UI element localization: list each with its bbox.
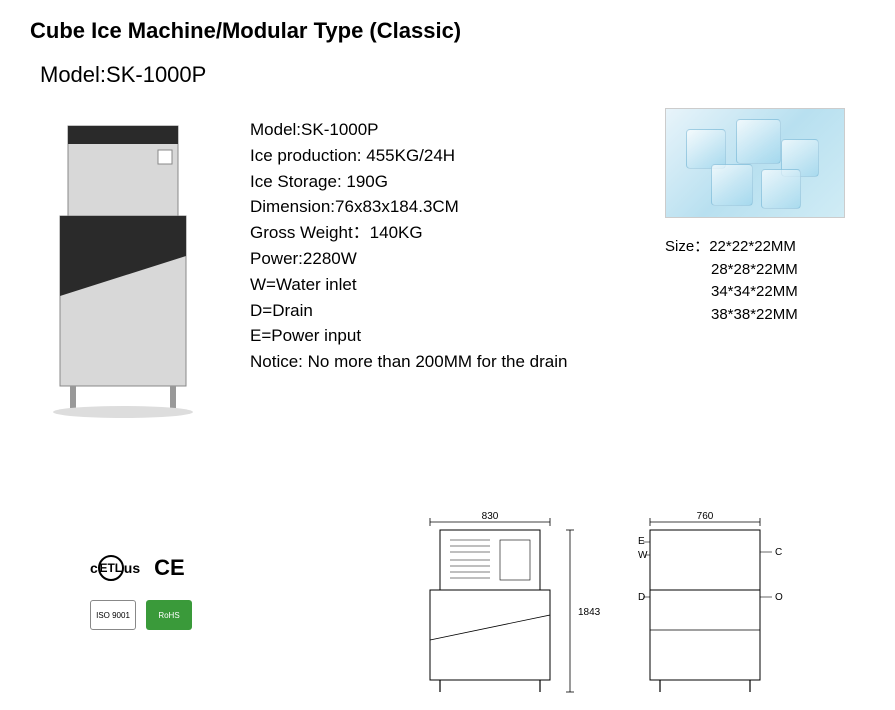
spec-dimension: Dimension:76x83x184.3CM: [250, 195, 605, 219]
spec-power-input: E=Power input: [250, 324, 605, 348]
size-list: Size：22*22*22MM 28*28*22MM 34*34*22MM 38…: [665, 236, 865, 326]
spec-weight: Gross Weight：140KG: [250, 221, 605, 245]
label-o: O: [775, 592, 783, 603]
spec-water-inlet: W=Water inlet: [250, 273, 605, 297]
certifications: c ETL us CE: [90, 555, 185, 581]
label-e: E: [638, 536, 645, 547]
certifications-row2: ISO 9001 RoHS: [90, 600, 192, 630]
spec-storage: Ice Storage: 190G: [250, 170, 605, 194]
etl-badge: c ETL us: [90, 555, 140, 581]
product-image: [30, 118, 210, 423]
ice-cubes-image: [665, 108, 845, 218]
dim-depth: 760: [697, 511, 714, 522]
ice-size-column: Size：22*22*22MM 28*28*22MM 34*34*22MM 38…: [665, 108, 865, 326]
spec-power: Power:2280W: [250, 247, 605, 271]
main-content-row: Model:SK-1000P Ice production: 455KG/24H…: [30, 118, 865, 423]
spec-list: Model:SK-1000P Ice production: 455KG/24H…: [250, 118, 605, 376]
page-title: Cube Ice Machine/Modular Type (Classic): [30, 18, 865, 44]
label-c: C: [775, 547, 782, 558]
dim-width: 830: [482, 511, 499, 522]
rohs-badge: RoHS: [146, 600, 192, 630]
size-value-1: 22*22*22MM: [709, 238, 796, 255]
ce-badge: CE: [154, 555, 185, 581]
spec-drain: D=Drain: [250, 299, 605, 323]
size-label: Size：: [665, 238, 709, 255]
spec-production: Ice production: 455KG/24H: [250, 144, 605, 168]
size-row-4: 38*38*22MM: [665, 304, 865, 327]
spec-notice: Notice: No more than 200MM for the drain: [250, 350, 605, 374]
label-w: W: [638, 550, 648, 561]
label-d: D: [638, 592, 645, 603]
model-header: Model:SK-1000P: [40, 62, 865, 88]
iso-badge: ISO 9001: [90, 600, 136, 630]
size-row-1: Size：22*22*22MM: [665, 236, 865, 259]
size-row-2: 28*28*22MM: [665, 259, 865, 282]
spec-model: Model:SK-1000P: [250, 118, 605, 142]
dim-height: 1843: [578, 607, 601, 618]
etl-circle: ETL: [98, 555, 124, 581]
technical-diagrams: 830 1843: [400, 510, 840, 705]
etl-c: c: [90, 560, 98, 576]
etl-us: us: [124, 560, 140, 576]
size-row-3: 34*34*22MM: [665, 281, 865, 304]
